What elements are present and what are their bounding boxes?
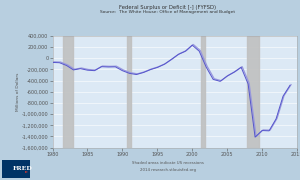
Y-axis label: Millions of Dollars: Millions of Dollars: [16, 73, 20, 111]
Bar: [201, 36, 206, 148]
Text: FRED: FRED: [12, 166, 32, 171]
Text: ►: ►: [25, 169, 28, 173]
Text: 2014 research.stlouisfed.org: 2014 research.stlouisfed.org: [140, 168, 196, 172]
Text: Source:  The White House: Office of Management and Budget: Source: The White House: Office of Manag…: [100, 10, 236, 14]
Bar: [248, 36, 259, 148]
Bar: [63, 36, 73, 148]
Bar: [127, 36, 131, 148]
Text: Shaded areas indicate US recessions: Shaded areas indicate US recessions: [132, 161, 204, 165]
Text: Federal Surplus or Deficit [-] (FYFSD): Federal Surplus or Deficit [-] (FYFSD): [119, 4, 217, 10]
